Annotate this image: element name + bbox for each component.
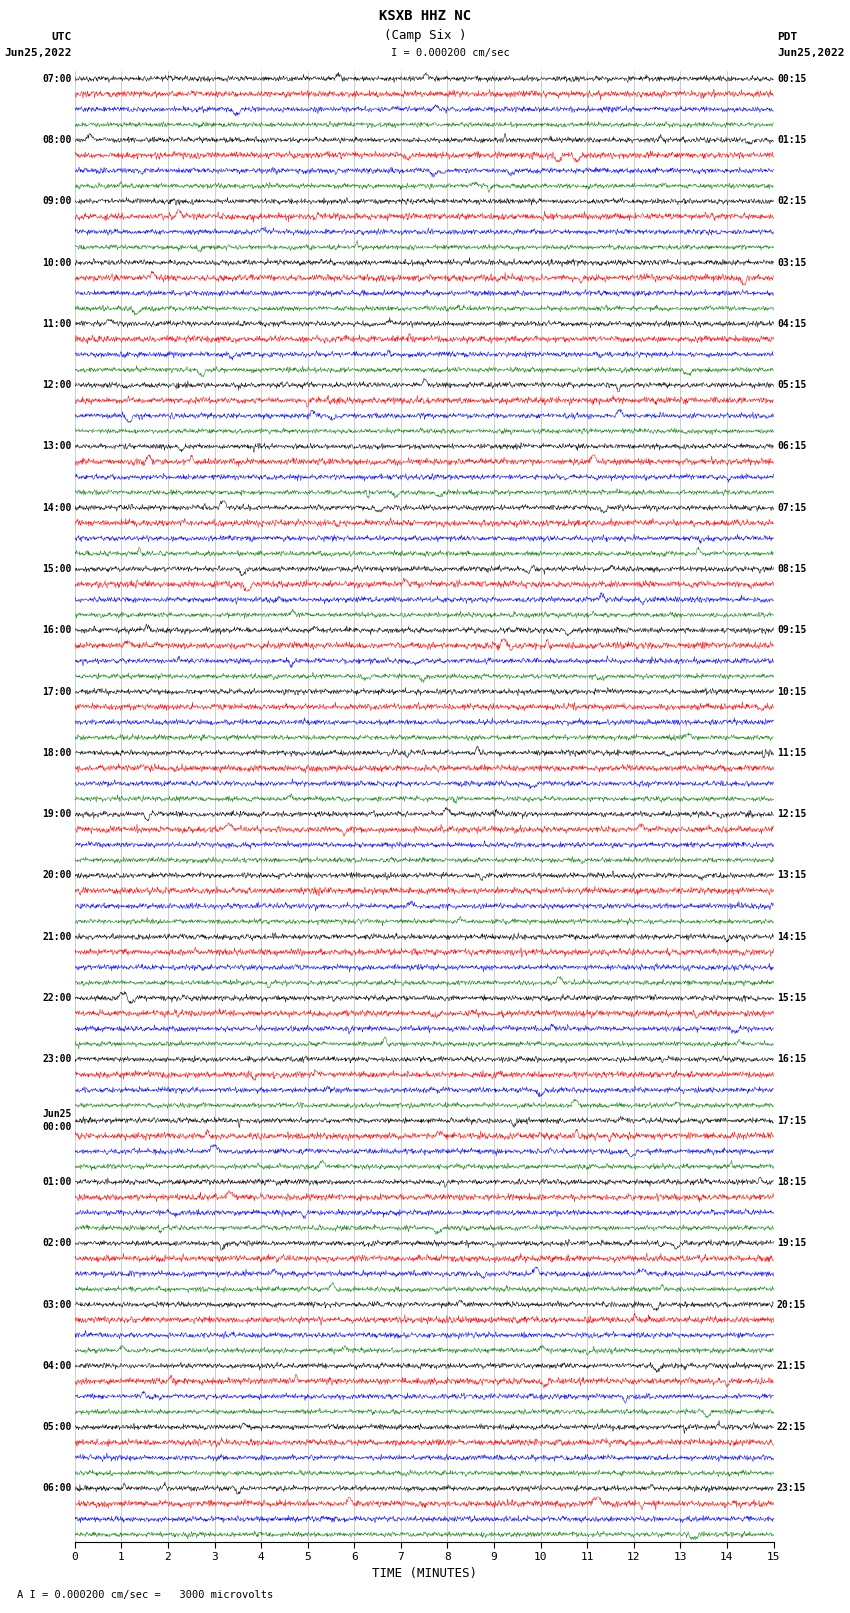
- Text: 04:00: 04:00: [42, 1361, 71, 1371]
- Text: 02:00: 02:00: [42, 1239, 71, 1248]
- Text: 12:00: 12:00: [42, 381, 71, 390]
- Text: 06:15: 06:15: [777, 442, 807, 452]
- Text: 20:15: 20:15: [777, 1300, 807, 1310]
- Text: 02:15: 02:15: [777, 197, 807, 206]
- Text: 16:00: 16:00: [42, 626, 71, 636]
- Text: 00:00: 00:00: [42, 1123, 71, 1132]
- Text: 21:00: 21:00: [42, 932, 71, 942]
- Text: Jun25,2022: Jun25,2022: [4, 48, 71, 58]
- Text: 14:00: 14:00: [42, 503, 71, 513]
- Text: 18:15: 18:15: [777, 1177, 807, 1187]
- Text: 22:15: 22:15: [777, 1423, 807, 1432]
- Text: 18:00: 18:00: [42, 748, 71, 758]
- Text: 12:15: 12:15: [777, 810, 807, 819]
- Text: 05:00: 05:00: [42, 1423, 71, 1432]
- Text: 11:15: 11:15: [777, 748, 807, 758]
- Text: 14:15: 14:15: [777, 932, 807, 942]
- Text: 00:15: 00:15: [777, 74, 807, 84]
- Text: 09:15: 09:15: [777, 626, 807, 636]
- Text: (Camp Six ): (Camp Six ): [383, 29, 467, 42]
- Text: 03:00: 03:00: [42, 1300, 71, 1310]
- Text: UTC: UTC: [51, 32, 71, 42]
- Text: 23:15: 23:15: [777, 1484, 807, 1494]
- Text: 08:00: 08:00: [42, 135, 71, 145]
- Text: 19:00: 19:00: [42, 810, 71, 819]
- Text: Jun25: Jun25: [42, 1110, 71, 1119]
- Text: 20:00: 20:00: [42, 871, 71, 881]
- Text: 05:15: 05:15: [777, 381, 807, 390]
- Text: 10:00: 10:00: [42, 258, 71, 268]
- Text: 19:15: 19:15: [777, 1239, 807, 1248]
- Text: 21:15: 21:15: [777, 1361, 807, 1371]
- Text: I = 0.000200 cm/sec: I = 0.000200 cm/sec: [391, 48, 510, 58]
- Text: 17:00: 17:00: [42, 687, 71, 697]
- Text: 08:15: 08:15: [777, 565, 807, 574]
- Text: 15:00: 15:00: [42, 565, 71, 574]
- Text: Jun25,2022: Jun25,2022: [777, 48, 844, 58]
- Text: 17:15: 17:15: [777, 1116, 807, 1126]
- Text: A I = 0.000200 cm/sec =   3000 microvolts: A I = 0.000200 cm/sec = 3000 microvolts: [17, 1590, 273, 1600]
- Text: 23:00: 23:00: [42, 1055, 71, 1065]
- Text: 04:15: 04:15: [777, 319, 807, 329]
- Text: PDT: PDT: [777, 32, 797, 42]
- Text: 22:00: 22:00: [42, 994, 71, 1003]
- Text: 15:15: 15:15: [777, 994, 807, 1003]
- Text: 09:00: 09:00: [42, 197, 71, 206]
- Text: 03:15: 03:15: [777, 258, 807, 268]
- Text: 06:00: 06:00: [42, 1484, 71, 1494]
- Text: 01:15: 01:15: [777, 135, 807, 145]
- X-axis label: TIME (MINUTES): TIME (MINUTES): [371, 1566, 477, 1579]
- Text: 11:00: 11:00: [42, 319, 71, 329]
- Text: 13:00: 13:00: [42, 442, 71, 452]
- Text: 07:15: 07:15: [777, 503, 807, 513]
- Text: 13:15: 13:15: [777, 871, 807, 881]
- Text: 16:15: 16:15: [777, 1055, 807, 1065]
- Text: 07:00: 07:00: [42, 74, 71, 84]
- Text: 10:15: 10:15: [777, 687, 807, 697]
- Text: 01:00: 01:00: [42, 1177, 71, 1187]
- Text: KSXB HHZ NC: KSXB HHZ NC: [379, 8, 471, 23]
